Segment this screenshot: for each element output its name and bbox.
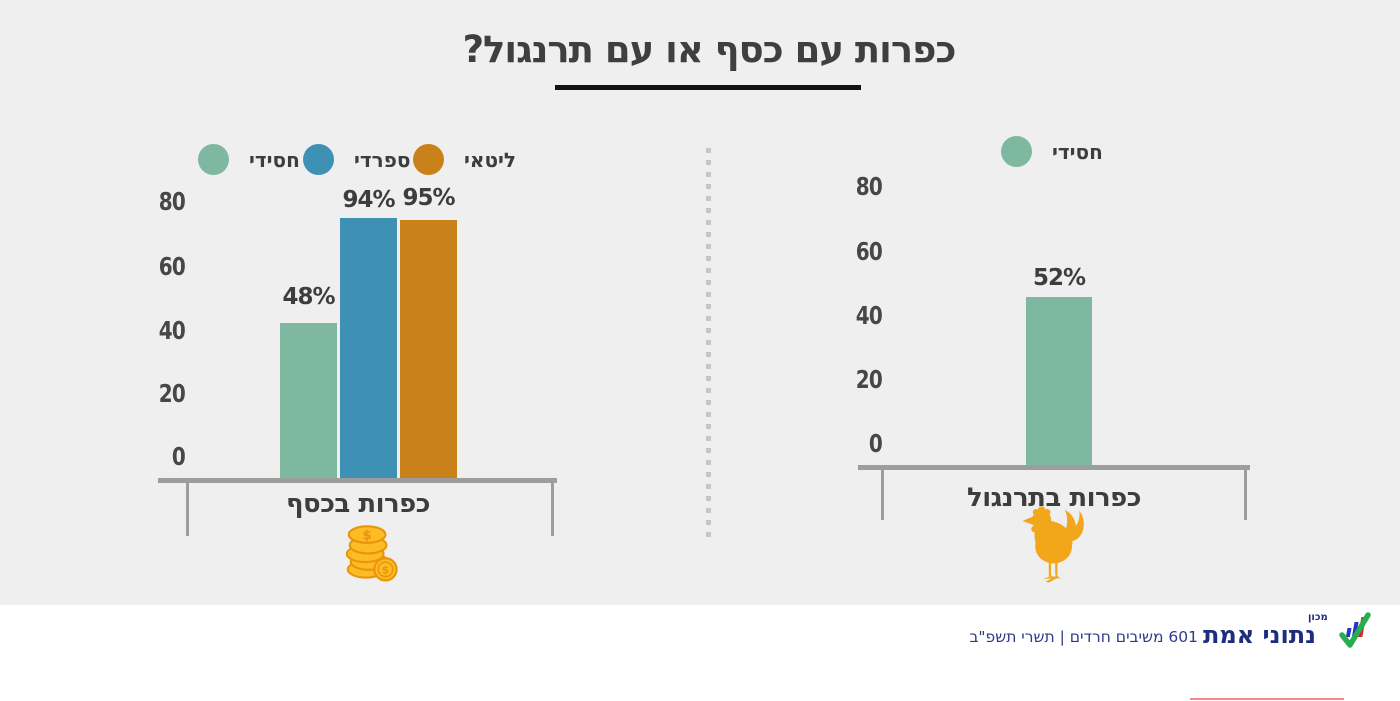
- legend-swatch-icon: [1001, 136, 1032, 167]
- bar-money-ליטאי: [400, 220, 457, 478]
- legend-item-money-2: ליטאי: [413, 144, 516, 175]
- ytick-money-60: 60: [158, 252, 186, 281]
- bar-value-label-money-ספרדי: 94%: [342, 187, 395, 213]
- axis-endtick-money: [186, 481, 189, 536]
- ytick-money-80: 80: [158, 187, 186, 216]
- ytick-money-20: 20: [158, 379, 186, 408]
- ytick-chicken-20: 20: [855, 365, 883, 394]
- legend-label: ליטאי: [464, 147, 517, 172]
- bar-money-חסידי: [280, 323, 337, 478]
- bar-value-label-chicken-חסידי: 52%: [1032, 265, 1086, 291]
- coins-icon: $ $: [345, 525, 398, 582]
- axis-baseline-chicken: [858, 465, 1250, 470]
- bar-value-label-money-חסידי: 48%: [282, 284, 335, 310]
- svg-text:$: $: [362, 527, 371, 543]
- legend-label: חסידי: [249, 147, 300, 172]
- legend-item-money-0: חסידי: [198, 144, 300, 175]
- divider-dotted-line: [706, 148, 711, 542]
- axis-baseline-money: [158, 478, 557, 483]
- svg-text:$: $: [382, 564, 389, 577]
- bottom-red-line: [1190, 698, 1344, 700]
- bar-money-ספרדי: [340, 218, 397, 478]
- axis-endtick-chicken: [1244, 468, 1247, 520]
- footer-institute-label: מכון: [1308, 612, 1328, 623]
- title-underline: [555, 85, 861, 90]
- ytick-money-0: 0: [171, 442, 186, 471]
- axis-title-money: כפרות בכסף: [285, 489, 431, 519]
- ytick-chicken-0: 0: [868, 429, 883, 458]
- legend-label: חסידי: [1052, 139, 1103, 164]
- footer-survey-details: 601 משיבים חרדים | תשרי תשפ"ב: [969, 628, 1198, 646]
- ytick-chicken-80: 80: [855, 172, 883, 201]
- ytick-chicken-40: 40: [855, 301, 883, 330]
- legend-swatch-icon: [413, 144, 444, 175]
- page-title: כפרות עם כסף או עם תרנגול?: [462, 28, 957, 71]
- axis-endtick-money: [551, 481, 554, 536]
- logo-checkmark-bars-icon: [1339, 612, 1371, 648]
- chart-background: [0, 0, 1400, 605]
- chicken-icon: [1022, 506, 1084, 583]
- bar-chicken-חסידי: [1026, 297, 1092, 465]
- axis-title-chicken: כפרות בתרנגול: [966, 483, 1142, 513]
- ytick-money-40: 40: [158, 316, 186, 345]
- legend-item-chicken-0: חסידי: [1001, 136, 1103, 167]
- bar-value-label-money-ליטאי: 95%: [402, 185, 455, 211]
- legend-label: ספרדי: [354, 147, 411, 172]
- axis-endtick-chicken: [881, 468, 884, 520]
- footer-brand-name: נתוני אמת: [1202, 621, 1316, 649]
- legend-swatch-icon: [303, 144, 334, 175]
- ytick-chicken-60: 60: [855, 237, 883, 266]
- legend-swatch-icon: [198, 144, 229, 175]
- legend-item-money-1: ספרדי: [303, 144, 410, 175]
